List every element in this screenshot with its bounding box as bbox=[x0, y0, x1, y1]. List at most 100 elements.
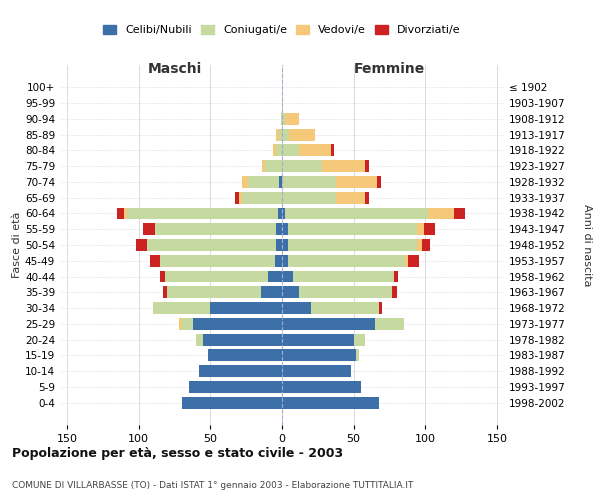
Bar bbox=[392, 286, 397, 298]
Bar bbox=[148, 239, 276, 251]
Bar bbox=[405, 255, 408, 266]
Bar bbox=[282, 286, 299, 298]
Bar bbox=[285, 208, 428, 220]
Bar bbox=[242, 176, 248, 188]
Bar bbox=[416, 239, 422, 251]
Bar bbox=[164, 270, 268, 282]
Bar bbox=[278, 208, 282, 220]
Bar bbox=[281, 113, 282, 124]
Bar bbox=[289, 128, 315, 140]
Bar bbox=[155, 224, 276, 235]
Bar bbox=[179, 318, 182, 330]
Bar bbox=[239, 192, 242, 203]
Bar bbox=[311, 302, 379, 314]
Bar bbox=[279, 176, 282, 188]
Bar bbox=[182, 318, 193, 330]
Bar bbox=[424, 224, 435, 235]
Bar bbox=[299, 286, 392, 298]
Bar bbox=[408, 255, 419, 266]
Bar bbox=[196, 334, 203, 345]
Bar bbox=[394, 270, 398, 282]
Y-axis label: Anni di nascita: Anni di nascita bbox=[582, 204, 592, 286]
Bar bbox=[136, 239, 148, 251]
Bar bbox=[428, 208, 454, 220]
Bar bbox=[288, 224, 416, 235]
Bar bbox=[248, 176, 279, 188]
Bar bbox=[282, 350, 356, 362]
Bar bbox=[265, 160, 282, 172]
Bar bbox=[293, 270, 394, 282]
Bar bbox=[199, 366, 282, 377]
Bar bbox=[276, 144, 282, 156]
Bar bbox=[276, 239, 282, 251]
Bar bbox=[282, 128, 289, 140]
Bar bbox=[235, 192, 239, 203]
Bar bbox=[454, 208, 466, 220]
Bar bbox=[322, 160, 365, 172]
Bar bbox=[143, 224, 155, 235]
Bar bbox=[282, 176, 337, 188]
Bar bbox=[150, 255, 160, 266]
Bar bbox=[282, 302, 311, 314]
Bar bbox=[282, 397, 379, 408]
Bar bbox=[282, 366, 351, 377]
Bar bbox=[211, 302, 282, 314]
Bar bbox=[268, 270, 282, 282]
Bar bbox=[365, 160, 370, 172]
Bar bbox=[282, 381, 361, 393]
Bar bbox=[282, 192, 337, 203]
Bar bbox=[337, 192, 365, 203]
Bar bbox=[375, 318, 404, 330]
Y-axis label: Fasce di età: Fasce di età bbox=[12, 212, 22, 278]
Bar bbox=[422, 239, 430, 251]
Bar bbox=[416, 224, 424, 235]
Bar bbox=[282, 113, 285, 124]
Bar bbox=[365, 192, 370, 203]
Bar bbox=[160, 270, 164, 282]
Bar bbox=[282, 144, 299, 156]
Bar bbox=[127, 208, 278, 220]
Text: COMUNE DI VILLARBASSE (TO) - Dati ISTAT 1° gennaio 2003 - Elaborazione TUTTITALI: COMUNE DI VILLARBASSE (TO) - Dati ISTAT … bbox=[12, 480, 413, 490]
Bar bbox=[276, 224, 282, 235]
Text: Femmine: Femmine bbox=[354, 62, 425, 76]
Bar bbox=[288, 239, 416, 251]
Bar bbox=[203, 334, 282, 345]
Bar bbox=[276, 128, 279, 140]
Bar bbox=[124, 208, 127, 220]
Bar bbox=[260, 286, 282, 298]
Bar bbox=[282, 318, 375, 330]
Bar bbox=[282, 255, 288, 266]
Bar bbox=[282, 224, 288, 235]
Bar bbox=[282, 160, 322, 172]
Bar bbox=[274, 144, 276, 156]
Bar bbox=[282, 97, 283, 109]
Bar bbox=[377, 176, 381, 188]
Bar bbox=[189, 381, 282, 393]
Bar bbox=[282, 208, 285, 220]
Bar bbox=[282, 270, 293, 282]
Bar bbox=[299, 144, 331, 156]
Bar bbox=[353, 334, 365, 345]
Bar bbox=[153, 302, 211, 314]
Bar bbox=[331, 144, 334, 156]
Bar bbox=[208, 350, 282, 362]
Bar bbox=[285, 113, 299, 124]
Bar bbox=[379, 302, 382, 314]
Bar bbox=[337, 176, 377, 188]
Bar bbox=[282, 334, 353, 345]
Bar bbox=[275, 255, 282, 266]
Legend: Celibi/Nubili, Coniugati/e, Vedovi/e, Divorziati/e: Celibi/Nubili, Coniugati/e, Vedovi/e, Di… bbox=[99, 20, 465, 40]
Bar bbox=[193, 318, 282, 330]
Bar bbox=[117, 208, 124, 220]
Bar bbox=[182, 397, 282, 408]
Bar bbox=[160, 255, 275, 266]
Bar bbox=[356, 350, 359, 362]
Bar bbox=[288, 255, 405, 266]
Bar bbox=[282, 239, 288, 251]
Bar bbox=[163, 286, 167, 298]
Bar bbox=[242, 192, 282, 203]
Bar bbox=[262, 160, 265, 172]
Text: Popolazione per età, sesso e stato civile - 2003: Popolazione per età, sesso e stato civil… bbox=[12, 448, 343, 460]
Bar bbox=[279, 128, 282, 140]
Text: Maschi: Maschi bbox=[148, 62, 202, 76]
